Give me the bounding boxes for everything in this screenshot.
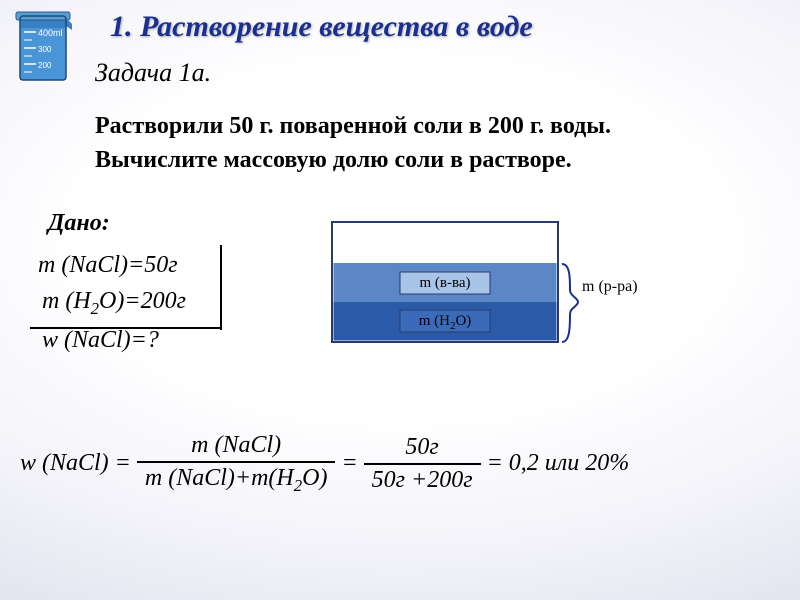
given-label: Дано: (48, 210, 110, 237)
diagram-water-label-post: O) (455, 313, 471, 329)
fraction-symbolic-numerator: m (NaCl) (183, 430, 289, 461)
fraction-numeric-numerator: 50г (397, 432, 446, 463)
svg-text:m (в-ва): m (в-ва) (419, 275, 470, 291)
slide-title: 1. Растворение вещества в воде (110, 10, 533, 44)
solution-diagram: m (в-ва) m (H2O) (330, 220, 610, 357)
given-vertical-line (220, 245, 222, 330)
fraction-numeric-denominator: 50г +200г (364, 465, 481, 496)
given-find: w (NaCl)=? (42, 327, 159, 354)
fraction-symbolic: m (NaCl) m (NaCl)+m(H2O) (137, 430, 336, 498)
svg-text:300: 300 (38, 45, 52, 54)
given-water-mass: m (H2O)=200г (42, 288, 186, 319)
diagram-substance-label: m (в-ва) (419, 275, 470, 291)
beaker-icon: 400ml 300 200 (10, 8, 76, 91)
fraction-symbolic-denominator: m (NaCl)+m(H2O) (137, 463, 336, 498)
problem-statement: Растворили 50 г. поваренной соли в 200 г… (95, 110, 705, 177)
given-water-sub: 2 (91, 299, 99, 318)
task-label: Задача 1а. (95, 58, 211, 88)
formula-result: = 0,2 или 20% (487, 450, 630, 477)
calculation-formula: w (NaCl) = m (NaCl) m (NaCl)+m(H2O) = 50… (20, 430, 629, 498)
formula-lhs: w (NaCl) = (20, 450, 131, 477)
given-water-post: O)=200г (99, 288, 186, 314)
formula-eq2: = (341, 450, 357, 477)
diagram-water-label-pre: m (H (419, 313, 450, 329)
given-nacl-mass: m (NaCl)=50г (38, 252, 178, 279)
given-water-pre: m (H (42, 288, 91, 314)
fraction-numeric: 50г 50г +200г (364, 432, 481, 496)
svg-text:400ml: 400ml (38, 28, 63, 38)
svg-text:200: 200 (38, 61, 52, 70)
diagram-solution-mass-label: m (р-ра) (582, 278, 638, 296)
given-horizontal-line (30, 327, 220, 329)
